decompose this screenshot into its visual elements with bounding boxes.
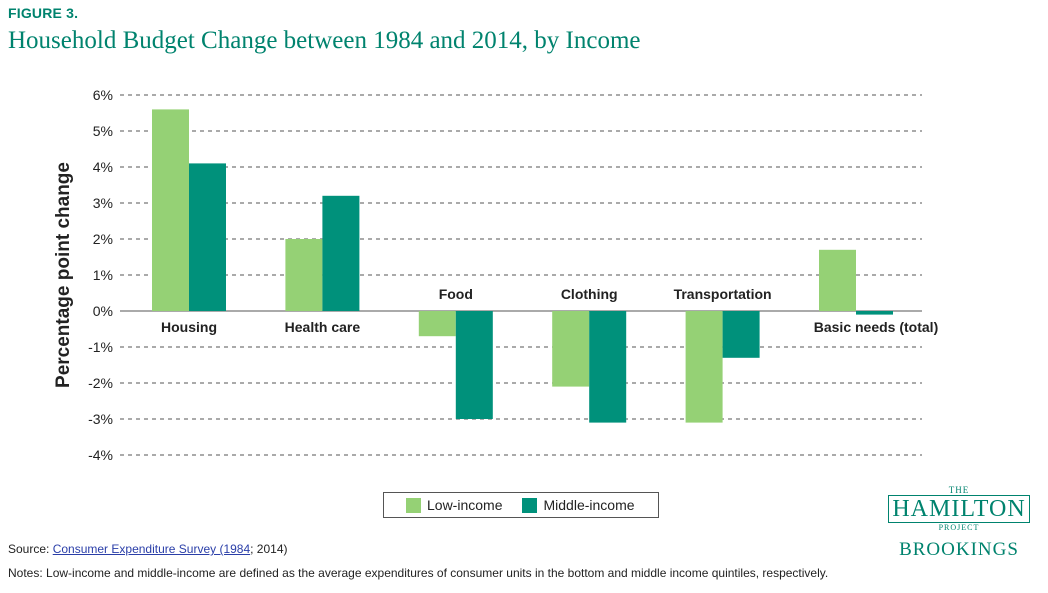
legend-label-low-income: Low-income xyxy=(427,497,503,513)
y-axis-title: Percentage point change xyxy=(53,162,74,388)
y-tick-label: -3% xyxy=(88,411,113,427)
bar-low-income xyxy=(552,311,590,387)
y-tick-label: -4% xyxy=(88,447,113,463)
category-label: Food xyxy=(439,286,473,302)
bar-low-income xyxy=(152,109,189,312)
legend-item-middle-income: Middle-income xyxy=(522,497,635,513)
y-tick-label: -2% xyxy=(88,375,113,391)
source-suffix: ; 2014) xyxy=(250,542,288,556)
bar-middle-income xyxy=(722,311,760,358)
y-tick-label: 0% xyxy=(93,303,113,319)
y-axis-ticks: 6% 5% 4% 3% 2% 1% 0% -1% -2% -3% -4% xyxy=(88,87,113,463)
bar-low-income xyxy=(285,239,323,311)
legend-label-middle-income: Middle-income xyxy=(543,497,635,513)
category-label: Clothing xyxy=(561,286,618,302)
bar-middle-income xyxy=(322,195,360,311)
bar-low-income xyxy=(819,249,856,311)
bar-low-income xyxy=(418,311,456,337)
bar-low-income xyxy=(685,311,723,423)
notes: Notes: Low-income and middle-income are … xyxy=(8,566,829,580)
category-label: Housing xyxy=(161,319,217,335)
bar-middle-income xyxy=(856,311,893,315)
bar-middle-income xyxy=(455,311,493,419)
gridlines xyxy=(120,94,922,456)
chart-title: Household Budget Change between 1984 and… xyxy=(8,27,641,54)
y-tick-label: 2% xyxy=(93,231,113,247)
hamilton-brookings-logo: THE HAMILTON PROJECT BROOKINGS xyxy=(888,485,1030,561)
source-prefix: Source: xyxy=(8,542,53,556)
bar-middle-income xyxy=(589,311,627,423)
legend-swatch-middle-income xyxy=(522,497,538,513)
bars xyxy=(152,109,893,423)
y-tick-label: 6% xyxy=(93,87,113,103)
figure-label: FIGURE 3. xyxy=(8,5,79,21)
category-label: Health care xyxy=(285,319,361,335)
y-tick-label: 3% xyxy=(93,195,113,211)
source-note: Source: Consumer Expenditure Survey (198… xyxy=(8,542,288,556)
bar-middle-income xyxy=(189,163,226,311)
legend-item-low-income: Low-income xyxy=(406,497,502,513)
y-tick-label: -1% xyxy=(88,339,113,355)
logo-brookings: BROOKINGS xyxy=(899,539,1019,560)
logo-project: PROJECT xyxy=(938,523,980,532)
legend: Low-income Middle-income xyxy=(383,492,659,518)
category-labels: Housing Health care Food Clothing Transporta… xyxy=(161,286,938,335)
logo-the: THE xyxy=(948,485,970,495)
y-tick-label: 1% xyxy=(93,267,113,283)
y-tick-label: 5% xyxy=(93,123,113,139)
category-label: Basic needs (total) xyxy=(814,319,938,335)
source-link[interactable]: Consumer Expenditure Survey (1984 xyxy=(52,542,251,556)
legend-swatch-low-income xyxy=(406,497,421,513)
y-tick-label: 4% xyxy=(93,159,113,175)
category-label: Transportation xyxy=(674,286,772,302)
logo-hamilton: HAMILTON xyxy=(888,495,1030,523)
